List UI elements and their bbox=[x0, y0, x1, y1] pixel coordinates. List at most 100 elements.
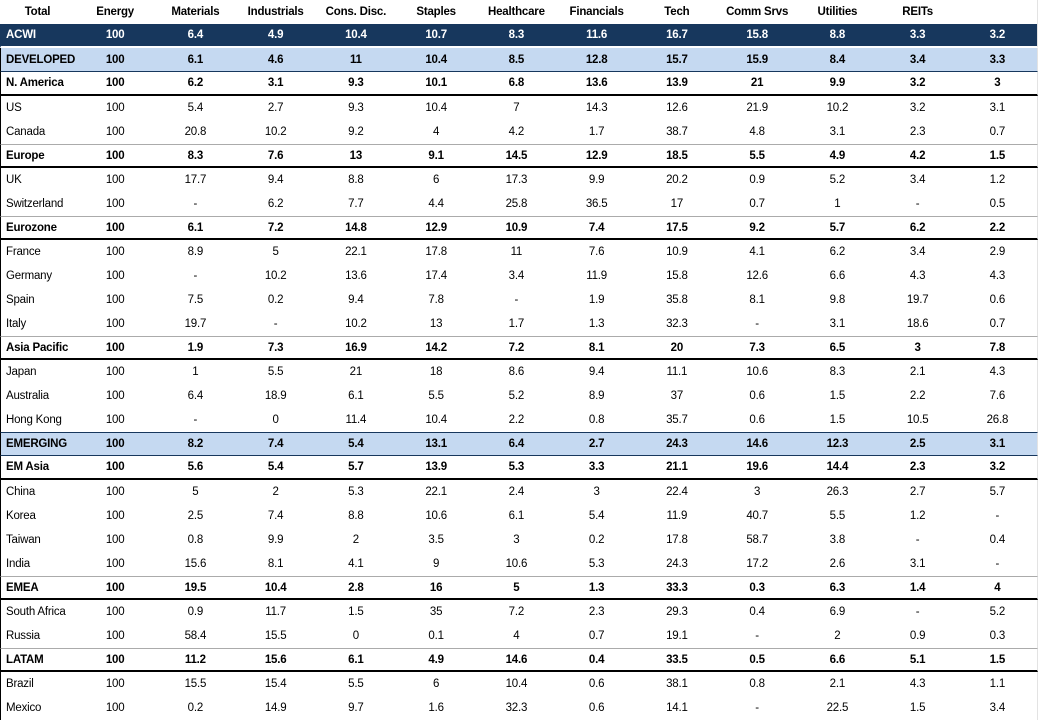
row-label: India bbox=[0, 552, 75, 576]
cell: 5.4 bbox=[588, 510, 605, 522]
cell: 4.8 bbox=[749, 126, 765, 138]
cell: - bbox=[755, 630, 759, 642]
cell: 10.4 bbox=[315, 24, 396, 48]
cell: 9.2 bbox=[348, 126, 364, 138]
cell: 40.7 bbox=[746, 510, 768, 522]
cell: 0.8 bbox=[588, 414, 605, 426]
cell: 7.6 bbox=[588, 246, 605, 258]
cell: 37 bbox=[670, 390, 684, 402]
cell: 2 bbox=[272, 486, 279, 498]
table-row: Germany 100 - 10.2 13.6 17.4 3.4 11.9 15.8 12.6 6.… bbox=[0, 264, 1038, 288]
cell: 1.4 bbox=[877, 576, 958, 600]
cell: 9.4 bbox=[588, 366, 605, 378]
cell: 8.9 bbox=[187, 246, 204, 258]
cell: 10.6 bbox=[746, 366, 768, 378]
cell: 17 bbox=[670, 198, 684, 210]
cell: - bbox=[273, 318, 278, 330]
cell: 7.2 bbox=[508, 606, 525, 618]
cell: - bbox=[958, 504, 1038, 528]
cell: 6.4 bbox=[187, 390, 204, 402]
cell: 0.1 bbox=[428, 630, 444, 642]
cell: 35.7 bbox=[666, 414, 688, 426]
cell: 5.3 bbox=[476, 456, 557, 480]
cell: 100 bbox=[105, 534, 125, 546]
cell: 7.6 bbox=[958, 384, 1038, 408]
row-label: South Africa bbox=[0, 600, 75, 624]
cell: 9.8 bbox=[829, 294, 846, 306]
cell: 5.5 bbox=[428, 390, 444, 402]
cell: 0.6 bbox=[588, 702, 605, 714]
cell: 8.8 bbox=[348, 510, 364, 522]
cell: 14.9 bbox=[264, 702, 287, 714]
cell: 11.7 bbox=[265, 606, 286, 618]
table-row: Spain 100 7.5 0.2 9.4 7.8 - 1.9 35.8 8.1 9.8 19.7 0.… bbox=[0, 288, 1038, 312]
cell: 2.2 bbox=[909, 390, 926, 402]
cell: 3.1 bbox=[829, 126, 846, 138]
cell: 13.6 bbox=[345, 270, 367, 282]
column-header: Comm Srvs bbox=[726, 6, 789, 18]
cell: 10.9 bbox=[666, 246, 688, 258]
cell: 10.1 bbox=[396, 72, 477, 96]
cell: 10.2 bbox=[345, 318, 367, 330]
cell: 11 bbox=[510, 246, 523, 258]
cell: 1.6 bbox=[428, 702, 444, 714]
cell: 7.7 bbox=[348, 198, 364, 210]
cell: 6.4 bbox=[155, 24, 236, 48]
cell: 11.9 bbox=[586, 270, 607, 282]
cell: 10.4 bbox=[505, 678, 528, 690]
cell: 100 bbox=[75, 648, 156, 672]
cell: 0.7 bbox=[958, 120, 1038, 144]
row-label: Australia bbox=[0, 384, 75, 408]
cell: 3.8 bbox=[829, 534, 846, 546]
cell: 10.4 bbox=[235, 576, 316, 600]
cell: 1.2 bbox=[958, 168, 1038, 192]
cell: 8.3 bbox=[155, 144, 236, 168]
cell: 2.3 bbox=[877, 456, 958, 480]
cell: 18.5 bbox=[636, 144, 717, 168]
column-header: Financials bbox=[569, 6, 624, 18]
row-label: DEVELOPED bbox=[0, 48, 75, 72]
cell: 5.2 bbox=[508, 390, 525, 402]
cell: 29.3 bbox=[666, 606, 688, 618]
cell: 7.6 bbox=[235, 144, 316, 168]
cell: 3.1 bbox=[829, 318, 846, 330]
cell: 10.5 bbox=[906, 414, 929, 426]
cell: 18.6 bbox=[906, 318, 929, 330]
cell: 100 bbox=[105, 414, 125, 426]
cell: 6.1 bbox=[155, 48, 236, 72]
cell: 1.9 bbox=[588, 294, 605, 306]
cell: 19.5 bbox=[155, 576, 236, 600]
table-row: Japan 100 1 5.5 21 18 8.6 9.4 11.1 10.6 8.3 2.1 4.3 bbox=[0, 360, 1038, 384]
cell: 11.9 bbox=[666, 510, 688, 522]
table-row: Italy 100 19.7 - 10.2 13 1.7 1.3 32.3 - 3.1 18.6 0.7 bbox=[0, 312, 1038, 336]
cell: 0.7 bbox=[749, 198, 765, 210]
cell: 5.2 bbox=[958, 600, 1038, 624]
row-label: China bbox=[0, 480, 75, 504]
cell: 9.1 bbox=[396, 144, 477, 168]
cell: 1.7 bbox=[588, 126, 605, 138]
column-header: Tech bbox=[664, 6, 690, 18]
cell: 11.1 bbox=[666, 366, 688, 378]
column-header: Staples bbox=[416, 6, 456, 18]
cell: 15.5 bbox=[184, 678, 207, 690]
cell: 3.2 bbox=[909, 102, 926, 114]
cell: 8.4 bbox=[797, 48, 878, 72]
cell: 100 bbox=[75, 48, 156, 72]
cell: - bbox=[193, 270, 198, 282]
cell: 14.8 bbox=[315, 216, 396, 240]
cell: 13.6 bbox=[556, 72, 637, 96]
cell: 10.6 bbox=[505, 558, 528, 570]
table-row: Australia 100 6.4 18.9 6.1 5.5 5.2 8.9 37 0.6 1.5 2… bbox=[0, 384, 1038, 408]
cell: 22.4 bbox=[666, 486, 688, 498]
cell: 3 bbox=[513, 534, 520, 546]
cell: 9.4 bbox=[348, 294, 364, 306]
table-row: Korea 100 2.5 7.4 8.8 10.6 6.1 5.4 11.9 40.7 5.5 1.… bbox=[0, 504, 1038, 528]
cell: 58.7 bbox=[746, 534, 768, 546]
cell: - bbox=[915, 198, 920, 210]
cell: 3.4 bbox=[877, 48, 958, 72]
row-label: Hong Kong bbox=[0, 408, 75, 432]
table-row: LATAM 100 11.2 15.6 6.1 4.9 14.6 0.4 33.5 0.5 6.6 5… bbox=[0, 648, 1038, 672]
cell: 9.9 bbox=[797, 72, 878, 96]
column-header bbox=[958, 0, 1038, 24]
row-label: Brazil bbox=[0, 672, 75, 696]
